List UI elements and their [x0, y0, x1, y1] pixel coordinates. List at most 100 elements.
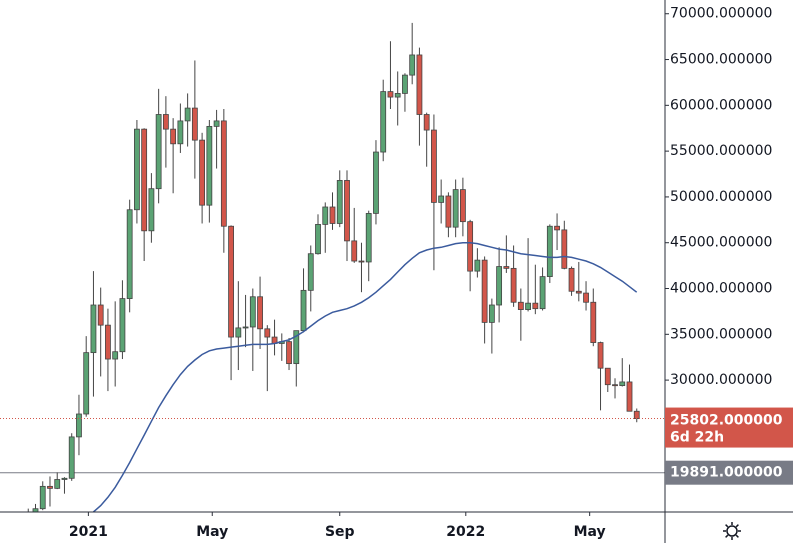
candle-body — [402, 74, 408, 94]
x-tick-label: Sep — [325, 524, 355, 540]
candle-body — [452, 189, 459, 228]
x-tick-label: May — [574, 524, 606, 540]
candle-body — [286, 341, 292, 365]
candle-body — [619, 381, 626, 387]
candle-body — [148, 188, 155, 232]
y-tick-label: 50000.000000 — [670, 189, 772, 205]
candle-body — [199, 139, 206, 206]
candle-body — [503, 266, 510, 269]
candle-body — [626, 381, 633, 412]
candle-body — [525, 302, 531, 310]
candle-body — [105, 324, 111, 360]
candle-body — [220, 120, 227, 227]
candle-body — [315, 224, 321, 255]
candle-body — [307, 253, 314, 291]
candle-body — [387, 91, 394, 98]
candle-body — [54, 479, 61, 489]
candle-body — [373, 151, 379, 214]
candle-body — [481, 259, 488, 323]
y-tick-label: 45000.000000 — [670, 235, 772, 251]
candle-body — [83, 352, 90, 415]
countdown-label: 6d 22h — [670, 430, 724, 446]
y-tick-label: 55000.000000 — [670, 143, 772, 159]
candle-body — [242, 326, 249, 329]
candle-body — [112, 351, 119, 360]
candle-body — [467, 221, 474, 272]
candle-body — [488, 304, 495, 323]
candle-body — [575, 290, 582, 294]
y-tick-label: 40000.000000 — [670, 281, 772, 297]
candle-body — [322, 206, 329, 225]
candle-body — [597, 342, 604, 369]
candle-body — [97, 304, 104, 326]
candle-body — [76, 413, 82, 438]
candle-body — [336, 180, 343, 224]
settings-icon[interactable] — [723, 522, 741, 540]
candle-body — [184, 107, 191, 122]
candle-body — [293, 330, 300, 365]
candle-body — [583, 292, 589, 303]
candle-body — [365, 213, 372, 263]
level-label: 19891.000000 — [670, 465, 783, 481]
candle-body — [213, 120, 220, 127]
candle-body — [568, 267, 575, 292]
y-tick-label: 60000.000000 — [670, 97, 772, 113]
candle-body — [90, 304, 97, 354]
candle-body — [474, 259, 481, 272]
candle-body — [633, 410, 640, 419]
candle-body — [344, 180, 350, 242]
y-tick-label: 70000.000000 — [670, 6, 772, 22]
candle-body — [517, 301, 524, 310]
candle-body — [126, 209, 133, 299]
candle-body — [39, 485, 46, 510]
candle-body — [612, 384, 618, 387]
candle-body — [496, 266, 503, 306]
candle-body — [170, 128, 177, 145]
candle-body — [235, 327, 242, 338]
candle-body — [423, 114, 430, 131]
candle-body — [358, 260, 365, 263]
candle-body — [351, 240, 358, 262]
candle-body — [380, 91, 387, 153]
candle-body — [264, 328, 271, 338]
candle-body — [561, 229, 568, 269]
candle-body — [416, 54, 423, 115]
candle-body — [394, 93, 401, 98]
candle-body — [409, 54, 416, 76]
candle-body — [47, 485, 53, 489]
y-tick-label: 30000.000000 — [670, 372, 772, 388]
candle-body — [162, 114, 169, 130]
candle-body — [554, 225, 560, 231]
candle-body — [206, 125, 213, 206]
x-tick-label: May — [196, 524, 228, 540]
candle-body — [191, 107, 198, 141]
candle-body — [26, 513, 31, 531]
candle-body — [445, 195, 452, 228]
candle-body — [438, 195, 445, 203]
candle-body — [590, 301, 597, 343]
plot-area — [0, 22, 665, 531]
candle-body — [177, 120, 184, 145]
y-tick-label: 65000.000000 — [670, 52, 772, 68]
candle-body — [546, 225, 553, 278]
candle-body — [510, 267, 517, 303]
candle-body — [459, 189, 466, 223]
candle-body — [134, 128, 140, 211]
x-tick-label: 2022 — [446, 524, 485, 540]
candle-body — [300, 289, 307, 332]
candle-body — [431, 129, 437, 203]
last-price-box — [665, 407, 793, 448]
candle-body — [119, 298, 126, 353]
candle-body — [249, 296, 256, 328]
candle-body — [61, 477, 68, 480]
y-tick-label: 35000.000000 — [670, 326, 772, 342]
candle-body — [141, 128, 148, 232]
candle-body — [257, 296, 263, 330]
candle-body — [532, 302, 539, 310]
last-price-label: 25802.000000 — [670, 413, 783, 429]
x-tick-label: 2021 — [69, 524, 108, 540]
candle-body — [155, 114, 162, 190]
candle-body — [604, 367, 611, 386]
candle-body — [228, 225, 234, 338]
